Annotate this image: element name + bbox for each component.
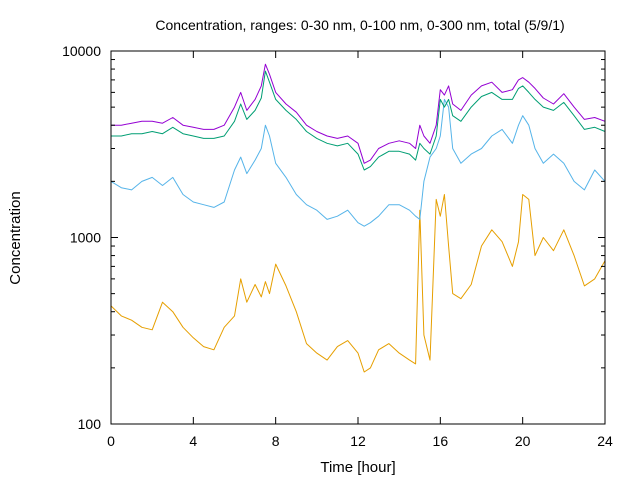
series-line-2: [110, 98, 606, 227]
x-tick-label: 12: [350, 433, 366, 449]
y-tick-label: 10000: [62, 43, 101, 59]
series-line-3: [111, 70, 606, 171]
axes-layer: 0 4 8 12 16 20 24 100 1000 10000: [62, 43, 613, 449]
x-tick-label: 4: [189, 433, 197, 449]
plot-frame: [110, 50, 606, 425]
series-layer: [110, 63, 606, 373]
series-line-1: [110, 194, 606, 373]
x-tick-label: 0: [107, 433, 115, 449]
x-tick-label: 16: [433, 433, 449, 449]
x-axis-label: Time [hour]: [320, 459, 395, 476]
x-tick-label: 8: [272, 433, 280, 449]
chart-title: Concentration, ranges: 0-30 nm, 0-100 nm…: [155, 17, 564, 33]
series-line-4: [111, 63, 606, 164]
x-tick-label: 20: [515, 433, 531, 449]
x-tick-label: 24: [597, 433, 613, 449]
y-tick-label: 1000: [70, 230, 101, 246]
y-tick-label: 100: [78, 416, 102, 432]
y-axis-label: Concentration: [7, 191, 24, 284]
